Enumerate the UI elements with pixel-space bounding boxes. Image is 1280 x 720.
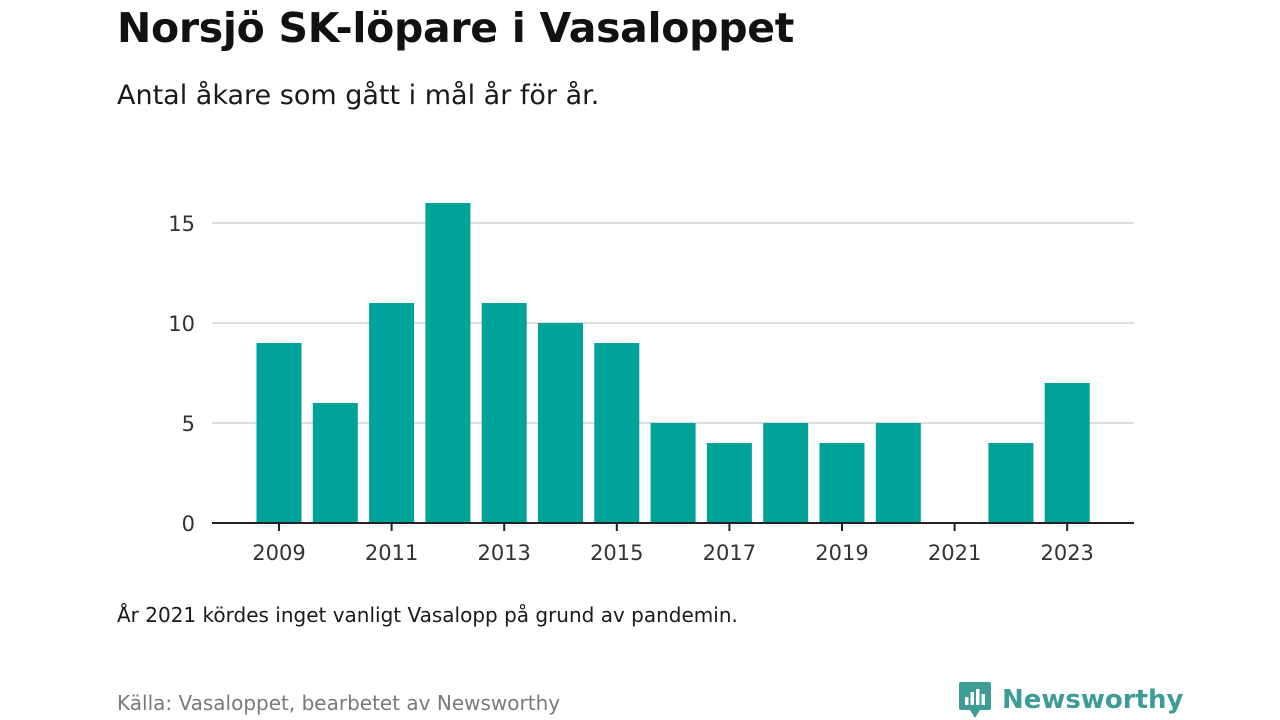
- bar-2019[interactable]: [819, 443, 865, 523]
- x-tick-label: 2023: [1040, 541, 1093, 565]
- y-tick-label: 10: [168, 312, 195, 336]
- brand-name: Newsworthy: [1002, 685, 1184, 715]
- bars: [256, 203, 1090, 523]
- y-tick-label: 15: [168, 212, 195, 236]
- gridlines: [212, 222, 1134, 424]
- chart-title: Norsjö SK-löpare i Vasaloppet: [117, 4, 795, 52]
- bar-2012[interactable]: [425, 203, 471, 523]
- bar-2023[interactable]: [1044, 383, 1090, 523]
- bar-2011[interactable]: [369, 303, 415, 523]
- bar-2018[interactable]: [763, 423, 809, 523]
- y-tick-label: 5: [182, 412, 195, 436]
- x-tick-label: 2019: [815, 541, 868, 565]
- chart-note: År 2021 kördes inget vanligt Vasalopp på…: [117, 603, 738, 627]
- bar-2020[interactable]: [875, 423, 921, 523]
- chart-subtitle: Antal åkare som gått i mål år för år.: [117, 80, 600, 111]
- newsworthy-brand[interactable]: Newsworthy: [958, 680, 1183, 720]
- source-credit: Källa: Vasaloppet, bearbetet av Newswort…: [117, 691, 561, 715]
- x-tick-label: 2011: [365, 541, 418, 565]
- x-tick-label: 2013: [477, 541, 530, 565]
- x-tick-label: 2015: [590, 541, 643, 565]
- x-tick-label: 2021: [928, 541, 981, 565]
- bar-2017[interactable]: [706, 443, 752, 523]
- bar-2015[interactable]: [594, 343, 640, 523]
- y-tick-label: 0: [182, 512, 195, 536]
- bar-2013[interactable]: [481, 303, 527, 523]
- x-tick-label: 2009: [252, 541, 305, 565]
- bar-2022[interactable]: [988, 443, 1034, 523]
- x-tick-label: 2017: [703, 541, 756, 565]
- newsworthy-logo-icon: [959, 682, 991, 718]
- bar-2016[interactable]: [650, 423, 696, 523]
- bar-chart: 0 5 10 15 2009 2011 2013 2015 2017 2019 2021 2023: [168, 203, 1134, 565]
- bar-2014[interactable]: [538, 323, 583, 523]
- bar-2010[interactable]: [312, 403, 358, 523]
- bar-2009[interactable]: [256, 343, 302, 523]
- axes: 0 5 10 15 2009 2011 2013 2015 2017 2019 2021 2023: [168, 212, 1134, 565]
